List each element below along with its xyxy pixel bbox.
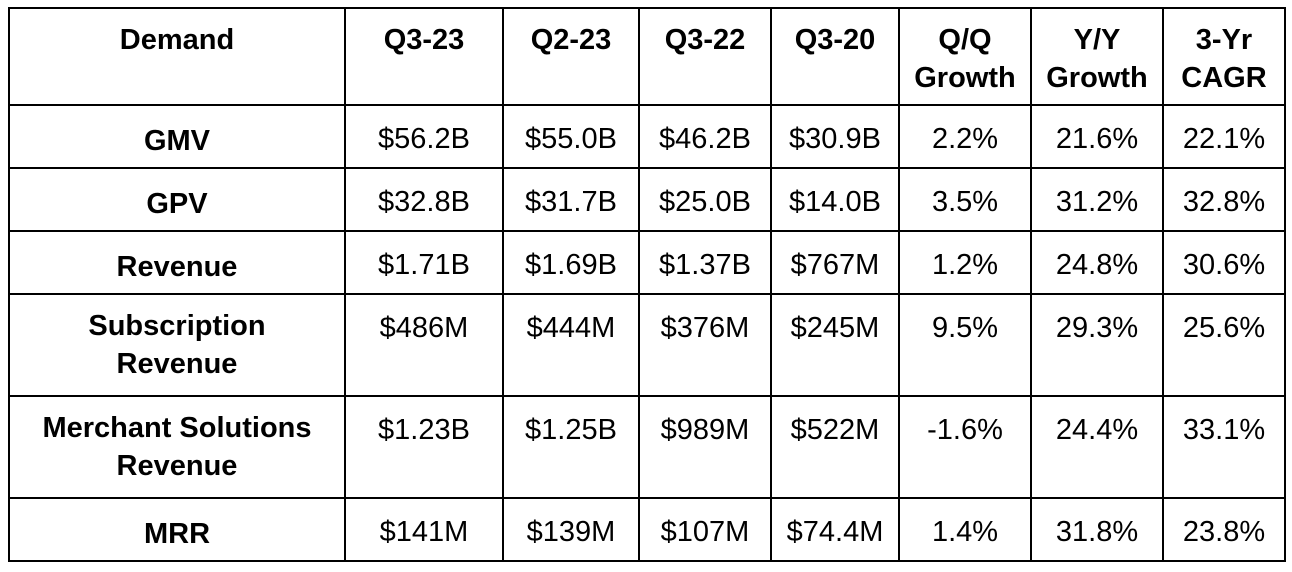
table-cell: $1.71B: [344, 230, 504, 295]
table-cell: $989M: [638, 395, 772, 499]
table-cell: $31.7B: [502, 167, 640, 232]
table-cell: 31.2%: [1030, 167, 1164, 232]
row-label: GPV: [8, 167, 346, 232]
header-q2-23: Q2-23: [502, 7, 640, 106]
table-cell: $1.25B: [502, 395, 640, 499]
table-cell: $522M: [770, 395, 900, 499]
table-cell: $139M: [502, 497, 640, 562]
table-cell: 24.8%: [1030, 230, 1164, 295]
table-cell: $1.37B: [638, 230, 772, 295]
table-cell: -1.6%: [898, 395, 1032, 499]
row-label: Revenue: [8, 230, 346, 295]
table-cell: $74.4M: [770, 497, 900, 562]
table-header-row: Demand Q3-23 Q2-23 Q3-22 Q3-20 Q/Q Growth…: [8, 7, 1286, 106]
table-cell: 30.6%: [1162, 230, 1286, 295]
table-cell: $107M: [638, 497, 772, 562]
table-cell: 33.1%: [1162, 395, 1286, 499]
table-cell: $25.0B: [638, 167, 772, 232]
table-cell: $32.8B: [344, 167, 504, 232]
table-cell: $1.69B: [502, 230, 640, 295]
table-cell: $1.23B: [344, 395, 504, 499]
header-3yr-cagr: 3-Yr CAGR: [1162, 7, 1286, 106]
table-cell: 9.5%: [898, 293, 1032, 397]
table-cell: $14.0B: [770, 167, 900, 232]
table-cell: 23.8%: [1162, 497, 1286, 562]
table-cell: $56.2B: [344, 104, 504, 169]
header-q3-23: Q3-23: [344, 7, 504, 106]
table-row: Revenue $1.71B $1.69B $1.37B $767M 1.2% …: [8, 230, 1286, 295]
row-label: Subscription Revenue: [8, 293, 346, 397]
table-row: MRR $141M $139M $107M $74.4M 1.4% 31.8% …: [8, 497, 1286, 562]
table-cell: $245M: [770, 293, 900, 397]
table-cell: $486M: [344, 293, 504, 397]
table-row: Subscription Revenue $486M $444M $376M $2…: [8, 293, 1286, 397]
table-cell: $767M: [770, 230, 900, 295]
header-yy-growth: Y/Y Growth: [1030, 7, 1164, 106]
table-cell: 22.1%: [1162, 104, 1286, 169]
table-cell: $444M: [502, 293, 640, 397]
header-qq-growth: Q/Q Growth: [898, 7, 1032, 106]
table-cell: $46.2B: [638, 104, 772, 169]
row-label: Merchant Solutions Revenue: [8, 395, 346, 499]
table-cell: 25.6%: [1162, 293, 1286, 397]
table-cell: 24.4%: [1030, 395, 1164, 499]
table-cell: $376M: [638, 293, 772, 397]
table-cell: 3.5%: [898, 167, 1032, 232]
row-label: GMV: [8, 104, 346, 169]
table-cell: 1.2%: [898, 230, 1032, 295]
table-row: GMV $56.2B $55.0B $46.2B $30.9B 2.2% 21.…: [8, 104, 1286, 169]
demand-table: Demand Q3-23 Q2-23 Q3-22 Q3-20 Q/Q Growth…: [8, 7, 1286, 562]
table-cell: 31.8%: [1030, 497, 1164, 562]
table-cell: 21.6%: [1030, 104, 1164, 169]
table-cell: 29.3%: [1030, 293, 1164, 397]
table-cell: $141M: [344, 497, 504, 562]
row-label: MRR: [8, 497, 346, 562]
table-cell: $55.0B: [502, 104, 640, 169]
table-cell: 1.4%: [898, 497, 1032, 562]
table-cell: $30.9B: [770, 104, 900, 169]
table-cell: 32.8%: [1162, 167, 1286, 232]
header-demand: Demand: [8, 7, 346, 106]
header-q3-22: Q3-22: [638, 7, 772, 106]
table-row: GPV $32.8B $31.7B $25.0B $14.0B 3.5% 31.…: [8, 167, 1286, 232]
table-row: Merchant Solutions Revenue $1.23B $1.25B …: [8, 395, 1286, 499]
header-q3-20: Q3-20: [770, 7, 900, 106]
table-cell: 2.2%: [898, 104, 1032, 169]
